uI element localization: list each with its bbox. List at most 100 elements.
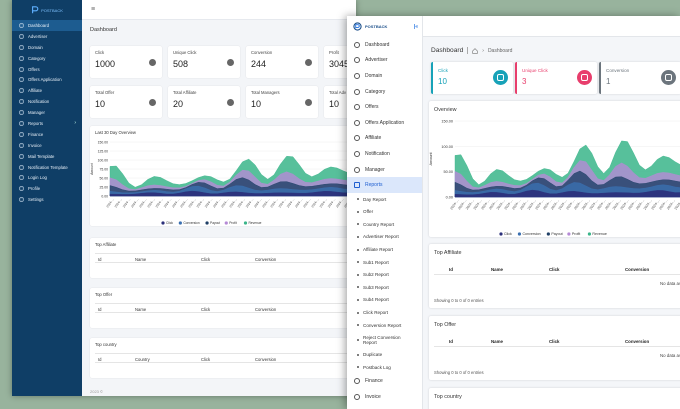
report-submenu-label: Day Report xyxy=(363,196,387,202)
report-submenu-label: Country Report xyxy=(363,221,395,227)
report-submenu-item[interactable]: Country Report xyxy=(347,218,422,231)
back-sidebar-item[interactable]: Mail Template xyxy=(12,151,82,162)
logo-icon xyxy=(353,22,362,31)
x-tick-label: 2024-… xyxy=(286,197,295,208)
front-sidebar-item[interactable]: Manager xyxy=(347,162,422,178)
front-sidebar-item[interactable]: Finance xyxy=(347,374,422,390)
front-sidebar-item[interactable]: Domain xyxy=(347,68,422,84)
back-sidebar-item[interactable]: Category xyxy=(12,53,82,64)
front-page-title: Dashboard xyxy=(431,47,464,54)
column-header[interactable]: Id xyxy=(98,257,102,262)
back-sidebar-item[interactable]: Notification Template xyxy=(12,162,82,173)
column-header[interactable]: Name xyxy=(135,307,147,312)
home-icon[interactable] xyxy=(472,47,479,54)
back-sidebar-item[interactable]: Affiliate xyxy=(12,85,82,96)
back-sidebar-item[interactable]: Invoice xyxy=(12,140,82,151)
column-header[interactable]: Id xyxy=(449,339,453,344)
report-submenu-item[interactable]: Offer xyxy=(347,206,422,219)
back-sidebar-item[interactable]: Advertiser xyxy=(12,31,82,42)
front-sidebar-item[interactable]: Affiliate xyxy=(347,131,422,147)
report-submenu-item[interactable]: Sub3 Report xyxy=(347,281,422,294)
mail-icon xyxy=(19,154,24,159)
front-sidebar-item[interactable]: Category xyxy=(347,84,422,100)
front-sidebar-item[interactable]: Offers xyxy=(347,99,422,115)
legend-swatch xyxy=(499,232,503,236)
back-sidebar-item[interactable]: Notification xyxy=(12,96,82,107)
column-header[interactable]: Click xyxy=(201,307,211,312)
report-submenu-item[interactable]: Advertiser Report xyxy=(347,231,422,244)
column-header[interactable]: Id xyxy=(98,307,102,312)
report-submenu-item[interactable]: Reject Conversion Report xyxy=(347,331,422,348)
report-submenu-label: Conversion Report xyxy=(363,322,402,328)
column-header[interactable]: Id xyxy=(98,357,102,362)
report-submenu-item[interactable]: Sub1 Report xyxy=(347,256,422,269)
column-header[interactable]: Conversion xyxy=(255,307,277,312)
user-icon xyxy=(19,186,24,191)
tag-icon xyxy=(354,104,360,111)
front-sidebar-item[interactable]: Reports xyxy=(347,177,422,193)
column-header[interactable]: Conversion xyxy=(625,339,650,344)
back-sidebar-label: Offers xyxy=(28,66,40,72)
report-submenu-item[interactable]: Day Report xyxy=(347,193,422,206)
front-sidebar-item[interactable]: Advertiser xyxy=(347,53,422,69)
report-submenu-item[interactable]: Conversion Report xyxy=(347,319,422,332)
front-sidebar-item[interactable]: Invoice xyxy=(347,389,422,405)
column-header[interactable]: Country xyxy=(135,357,150,362)
back-sidebar-item[interactable]: Dashboard xyxy=(12,20,82,31)
bullet-icon xyxy=(357,236,359,239)
report-submenu-item[interactable]: Duplicate xyxy=(347,348,422,361)
column-header[interactable]: Click xyxy=(549,267,560,272)
report-submenu-item[interactable]: Click Report xyxy=(347,306,422,319)
column-header[interactable]: Id xyxy=(449,267,453,272)
legend-label: Profit xyxy=(229,221,237,225)
column-header[interactable]: Click xyxy=(201,357,211,362)
column-header[interactable]: Conversion xyxy=(255,257,277,262)
user-icon xyxy=(19,110,24,115)
money-icon xyxy=(354,378,360,385)
legend-label: Click xyxy=(504,232,512,236)
front-stat-card: Conversion 1 xyxy=(599,62,680,94)
collapse-sidebar-icon[interactable]: |« xyxy=(413,23,418,30)
back-sidebar-item[interactable]: Login Log xyxy=(12,172,82,183)
back-sidebar-item[interactable]: Offers xyxy=(12,64,82,75)
front-sidebar-item[interactable]: Offers Application xyxy=(347,115,422,131)
report-submenu-item[interactable]: Sub4 Report xyxy=(347,294,422,307)
legend-swatch xyxy=(587,232,592,236)
column-header[interactable]: Click xyxy=(201,257,211,262)
back-sidebar-item[interactable]: Domain xyxy=(12,42,82,53)
back-sidebar-item[interactable]: Finance xyxy=(12,129,82,140)
report-submenu-label: Reject Conversion Report xyxy=(363,334,401,345)
back-sidebar-item[interactable]: Profile xyxy=(12,183,82,194)
stat-value: 3 xyxy=(522,77,527,86)
column-header[interactable]: Conversion xyxy=(255,357,277,362)
report-submenu-item[interactable]: Sub2 Report xyxy=(347,269,422,282)
front-sidebar-label: Notification xyxy=(365,150,390,157)
column-header[interactable]: Name xyxy=(491,267,503,272)
breadcrumb[interactable]: Dashboard xyxy=(487,47,513,54)
back-sidebar-item[interactable]: Manager xyxy=(12,107,82,118)
back-sidebar-label: Login Log xyxy=(28,175,47,181)
stat-label: Total Managers xyxy=(251,90,280,95)
report-submenu-item[interactable]: Affiliate Report xyxy=(347,243,422,256)
report-submenu-item[interactable]: Postback Log xyxy=(347,361,422,374)
back-table-header: Id Country Click Conversion xyxy=(95,353,356,363)
front-sidebar-item[interactable]: Notification xyxy=(347,146,422,162)
hamburger-icon[interactable]: ≡ xyxy=(91,6,96,13)
back-table-panel: Top country Id Country Click Conversion xyxy=(90,338,356,378)
column-header[interactable]: Click xyxy=(549,339,560,344)
back-sidebar-item[interactable]: Settings xyxy=(12,194,82,205)
user-icon xyxy=(305,99,312,106)
column-header[interactable]: Conversion xyxy=(625,267,650,272)
x-tick-label: 2024-… xyxy=(589,198,599,210)
legend-swatch xyxy=(517,232,522,236)
legend-swatch xyxy=(224,221,228,225)
back-sidebar-item[interactable]: Reports › xyxy=(12,118,82,129)
report-submenu-label: Sub1 Report xyxy=(363,259,389,265)
bell-icon xyxy=(19,164,24,170)
column-header[interactable]: Name xyxy=(135,257,147,262)
x-tick-label: 2024-… xyxy=(187,197,196,208)
back-sidebar-item[interactable]: Offers Application xyxy=(12,74,82,85)
front-sidebar-item[interactable]: Dashboard xyxy=(347,37,422,53)
column-header[interactable]: Name xyxy=(491,339,503,344)
front-table-title: Top country xyxy=(434,394,462,400)
